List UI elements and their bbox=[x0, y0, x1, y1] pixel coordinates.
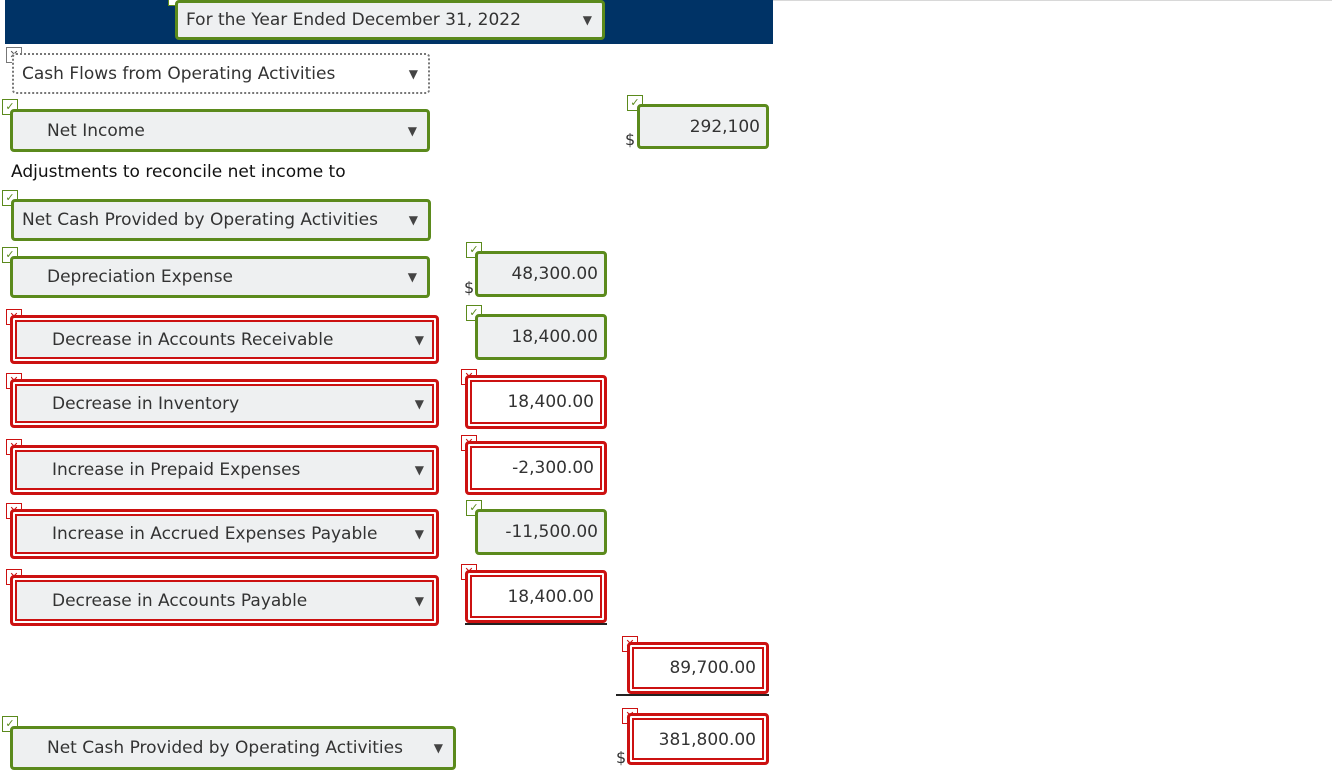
section-select-value: Cash Flows from Operating Activities bbox=[22, 63, 336, 84]
chevron-down-icon: ▼ bbox=[414, 332, 424, 347]
period-select[interactable]: For the Year Ended December 31, 2022 ▼ bbox=[175, 0, 605, 40]
adjustment-label: Increase in Accrued Expenses Payable bbox=[52, 524, 378, 544]
adjustments-subtotal-input[interactable]: 89,700.00 bbox=[627, 642, 769, 694]
section-select[interactable]: Cash Flows from Operating Activities ▼ bbox=[12, 53, 430, 94]
chevron-down-icon: ▼ bbox=[408, 66, 418, 81]
chevron-down-icon: ▼ bbox=[414, 593, 424, 608]
currency-symbol: $ bbox=[464, 278, 475, 297]
adjustment-select-accrued-expenses[interactable]: Increase in Accrued Expenses Payable ▼ bbox=[10, 509, 439, 559]
accounts-payable-amount-input[interactable]: 18,400.00 bbox=[465, 570, 607, 623]
adjustment-heading-value: Net Cash Provided by Operating Activitie… bbox=[22, 210, 378, 230]
depreciation-amount-input[interactable]: 48,300.00 bbox=[475, 251, 607, 297]
adjustments-text: Adjustments to reconcile net income to bbox=[11, 162, 346, 182]
chevron-down-icon: ▼ bbox=[414, 463, 424, 477]
subtotal-rule bbox=[465, 623, 607, 625]
net-income-label: Net Income bbox=[47, 120, 145, 141]
adjustment-label: Increase in Prepaid Expenses bbox=[52, 460, 301, 480]
adjustment-select-inventory[interactable]: Decrease in Inventory ▼ bbox=[10, 379, 439, 428]
chevron-down-icon: ▼ bbox=[407, 270, 417, 284]
adjustment-label: Decrease in Accounts Payable bbox=[52, 590, 308, 611]
net-income-select[interactable]: Net Income ▼ bbox=[10, 109, 430, 152]
period-select-value: For the Year Ended December 31, 2022 bbox=[186, 10, 521, 30]
chevron-down-icon: ▼ bbox=[407, 123, 417, 138]
currency-symbol: $ bbox=[625, 130, 636, 149]
net-cash-total-select[interactable]: Net Cash Provided by Operating Activitie… bbox=[10, 726, 456, 770]
adjustment-select-accounts-receivable[interactable]: Decrease in Accounts Receivable ▼ bbox=[10, 315, 439, 364]
total-rule bbox=[616, 694, 769, 696]
net-income-amount-input[interactable]: 292,100 bbox=[637, 104, 769, 149]
adjustment-select-depreciation[interactable]: Depreciation Expense ▼ bbox=[10, 256, 430, 298]
chevron-down-icon: ▼ bbox=[582, 13, 592, 27]
net-cash-total-label: Net Cash Provided by Operating Activitie… bbox=[47, 738, 403, 758]
adjustment-label: Decrease in Accounts Receivable bbox=[52, 329, 334, 350]
net-cash-total-input[interactable]: 381,800.00 bbox=[627, 713, 769, 765]
accounts-receivable-amount-input[interactable]: 18,400.00 bbox=[475, 314, 607, 360]
chevron-down-icon: ▼ bbox=[414, 396, 424, 411]
adjustment-select-prepaid-expenses[interactable]: Increase in Prepaid Expenses ▼ bbox=[10, 445, 439, 495]
prepaid-expenses-amount-input[interactable]: -2,300.00 bbox=[465, 441, 607, 495]
adjustment-label: Depreciation Expense bbox=[47, 267, 234, 287]
chevron-down-icon: ▼ bbox=[408, 213, 418, 227]
inventory-amount-input[interactable]: 18,400.00 bbox=[465, 375, 607, 429]
chevron-down-icon: ▼ bbox=[433, 741, 443, 755]
chevron-down-icon: ▼ bbox=[414, 527, 424, 541]
adjustment-select-accounts-payable[interactable]: Decrease in Accounts Payable ▼ bbox=[10, 575, 439, 626]
adjustment-heading-select[interactable]: Net Cash Provided by Operating Activitie… bbox=[11, 199, 431, 241]
accrued-expenses-amount-input[interactable]: -11,500.00 bbox=[475, 509, 607, 555]
adjustment-label: Decrease in Inventory bbox=[52, 393, 240, 414]
top-border-line bbox=[773, 0, 1332, 1]
